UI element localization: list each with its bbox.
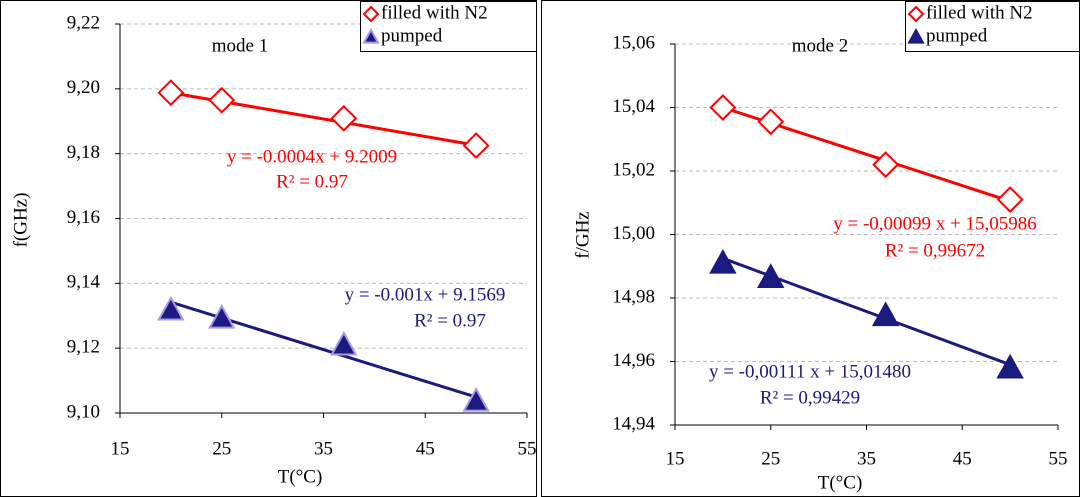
trend-equation: y = -0,00099 x + 15,05986 <box>833 213 1037 234</box>
x-tick-label: 25 <box>761 448 780 469</box>
diamond-marker <box>157 79 185 107</box>
y-tick-label: 15,06 <box>612 32 655 53</box>
diamond-marker <box>362 5 380 23</box>
x-tick-label: 55 <box>518 438 537 459</box>
y-tick-label: 15,02 <box>612 159 655 180</box>
trend-equation: y = -0.0004x + 9.2009 <box>227 146 397 167</box>
trend-equation: y = -0,00111 x + 15,01480 <box>709 361 911 382</box>
trend-r2: R² = 0,99672 <box>885 240 985 261</box>
trend-r2: R² = 0.97 <box>276 171 348 192</box>
diamond-marker <box>907 5 925 23</box>
triangle-marker <box>208 303 236 329</box>
triangle-marker <box>157 295 185 321</box>
trend-r2: R² = 0,99429 <box>760 387 860 408</box>
legend-label: pumped <box>381 25 443 46</box>
legend-box <box>905 1 1080 52</box>
diamond-marker <box>757 108 785 136</box>
y-tick-label: 9,16 <box>67 207 100 228</box>
diamond-marker <box>709 94 737 121</box>
diamond-marker <box>872 151 900 179</box>
x-tick-label: 15 <box>666 448 685 469</box>
y-tick-label: 14,94 <box>612 413 655 434</box>
triangle-marker <box>330 330 358 356</box>
y-axis-label: f(GHz) <box>10 193 31 248</box>
x-tick-label: 55 <box>1049 448 1068 469</box>
x-tick-label: 45 <box>416 438 435 459</box>
triangle-marker <box>996 353 1024 379</box>
chart-title: mode 1 <box>212 35 268 56</box>
x-tick-label: 45 <box>953 448 972 469</box>
y-tick-label: 9,18 <box>67 142 100 163</box>
triangle-marker <box>709 249 737 274</box>
triangle-marker <box>907 27 925 44</box>
y-axis-label: f/GHz <box>572 211 593 258</box>
x-tick-label: 35 <box>314 438 333 459</box>
chart-title: mode 2 <box>792 35 848 56</box>
y-tick-label: 9,20 <box>67 77 100 98</box>
trend-r2: R² = 0.97 <box>414 310 486 331</box>
legend-label: filled with N2 <box>381 2 488 23</box>
triangle-marker <box>462 386 490 412</box>
y-tick-label: 15,04 <box>612 96 655 117</box>
diamond-marker <box>330 104 358 132</box>
x-tick-label: 35 <box>857 448 876 469</box>
legend-box <box>360 1 537 52</box>
y-tick-label: 9,12 <box>67 337 100 358</box>
legend-label: pumped <box>926 25 988 46</box>
diamond-marker <box>208 86 236 114</box>
triangle-marker <box>757 263 785 288</box>
diamond-marker <box>996 186 1024 213</box>
x-tick-label: 15 <box>111 438 130 459</box>
trend-equation: y = -0.001x + 9.1569 <box>345 284 506 305</box>
y-tick-label: 9,22 <box>67 12 100 33</box>
triangle-marker <box>871 301 900 327</box>
legend-label: filled with N2 <box>926 2 1033 23</box>
triangle-marker <box>362 27 380 44</box>
x-tick-label: 25 <box>212 438 231 459</box>
y-tick-label: 9,10 <box>67 401 100 422</box>
y-tick-label: 9,14 <box>67 272 101 293</box>
y-tick-label: 14,98 <box>612 286 655 307</box>
x-axis-label: T(°C) <box>278 466 323 487</box>
y-tick-label: 15,00 <box>612 223 655 244</box>
diamond-marker <box>462 132 490 159</box>
x-axis-label: T(°C) <box>818 472 863 493</box>
y-tick-label: 14,96 <box>612 350 655 371</box>
